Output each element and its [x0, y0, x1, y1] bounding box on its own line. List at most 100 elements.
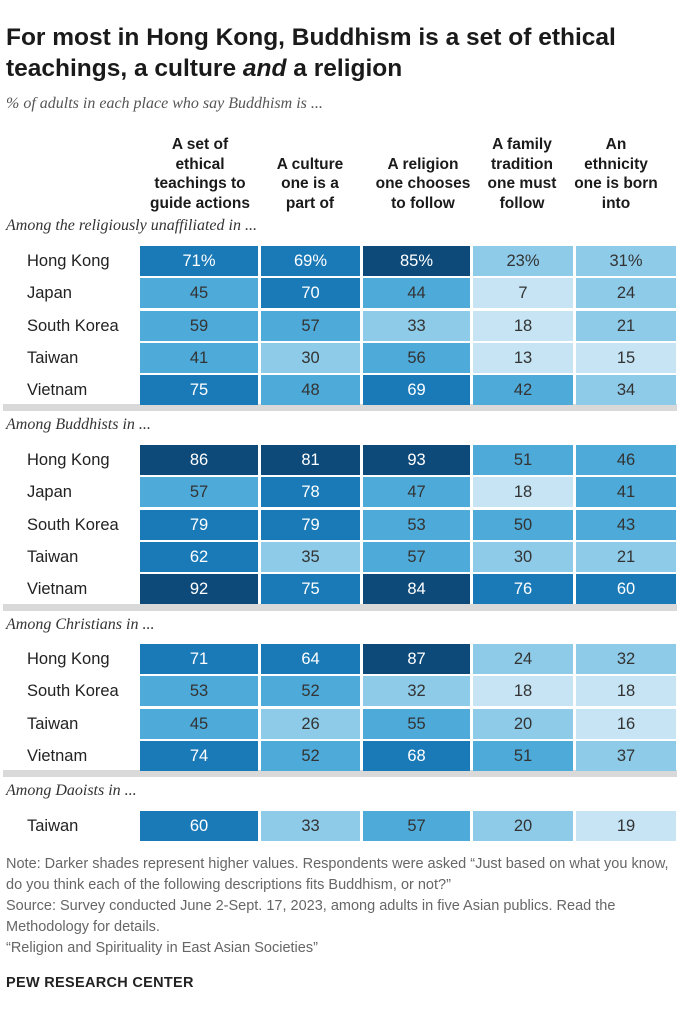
- heatmap-cell: 78: [261, 477, 360, 508]
- row-label: Taiwan: [27, 714, 79, 733]
- chart-title: For most in Hong Kong, Buddhism is a set…: [6, 24, 616, 82]
- row-label: Vietnam: [27, 381, 88, 400]
- row-label: Taiwan: [27, 547, 79, 566]
- heatmap-cell: 71: [140, 644, 258, 674]
- row-label: South Korea: [27, 316, 119, 335]
- heatmap-cell: 23%: [473, 246, 573, 276]
- heatmap-cell: 34: [576, 375, 676, 406]
- heatmap-cell: 57: [363, 541, 470, 572]
- heatmap-cell: 75: [140, 375, 258, 406]
- group-divider: [3, 604, 677, 611]
- chart-subtitle: % of adults in each place who say Buddhi…: [6, 95, 323, 112]
- row-label: Hong Kong: [27, 252, 110, 270]
- heatmap-cell: 20: [473, 708, 573, 739]
- heatmap-cell: 41: [140, 342, 258, 373]
- group-label: Among the religiously unaffiliated in ..…: [6, 217, 257, 234]
- heatmap-cell: 76: [473, 574, 573, 605]
- heatmap-cell: 69: [363, 375, 470, 406]
- heatmap-cell: 68: [363, 740, 470, 771]
- row-label: Hong Kong: [27, 451, 110, 469]
- heatmap-cell: 85%: [363, 246, 470, 276]
- group-label: Among Daoists in ...: [6, 782, 137, 799]
- heatmap-cell: 87: [363, 644, 470, 674]
- heatmap-cell: 26: [261, 708, 360, 739]
- heatmap-cell: 57: [140, 477, 258, 508]
- heatmap-cell: 46: [576, 445, 676, 475]
- column-header: A culture one is a part of: [276, 155, 344, 212]
- heatmap-cell: 16: [576, 708, 676, 739]
- heatmap-cell: 45: [140, 708, 258, 739]
- chart-notes: Note: Darker shades represent higher val…: [6, 854, 674, 959]
- heatmap-cell: 86: [140, 445, 258, 475]
- heatmap-cell: 56: [363, 342, 470, 373]
- heatmap-cell: 81: [261, 445, 360, 475]
- heatmap-cell: 57: [363, 811, 470, 841]
- heatmap-cell: 48: [261, 375, 360, 406]
- row-label: Taiwan: [27, 817, 79, 835]
- row-label: South Korea: [27, 682, 119, 701]
- heatmap-cell: 52: [261, 740, 360, 771]
- column-header: A religion one chooses to follow: [375, 155, 471, 212]
- heatmap-cell: 37: [576, 740, 676, 771]
- heatmap-cell: 79: [140, 509, 258, 540]
- heatmap-cell: 51: [473, 740, 573, 771]
- heatmap-cell: 64: [261, 644, 360, 674]
- heatmap-cell: 60: [140, 811, 258, 841]
- heatmap-cell: 24: [473, 644, 573, 674]
- row-label: Taiwan: [27, 348, 79, 367]
- row-label: Vietnam: [27, 746, 88, 765]
- heatmap-cell: 57: [261, 310, 360, 341]
- row-label: South Korea: [27, 515, 119, 534]
- column-header: A set of ethical teachings to guide acti…: [150, 136, 250, 212]
- heatmap-cell: 69%: [261, 246, 360, 276]
- row-label: Vietnam: [27, 580, 88, 599]
- heatmap-cell: 62: [140, 541, 258, 572]
- heatmap-cell: 59: [140, 310, 258, 341]
- source-text: Source: Survey conducted June 2-Sept. 17…: [6, 898, 616, 935]
- column-header: An ethnicity one is born into: [574, 136, 658, 212]
- heatmap-cell: 70: [261, 278, 360, 309]
- heatmap-cell: 71%: [140, 246, 258, 276]
- heatmap-cell: 75: [261, 574, 360, 605]
- heatmap-cell: 32: [363, 676, 470, 707]
- heatmap-cell: 44: [363, 278, 470, 309]
- heatmap-cell: 18: [473, 310, 573, 341]
- heatmap-cell: 20: [473, 811, 573, 841]
- heatmap-cell: 45: [140, 278, 258, 309]
- heatmap-cell: 43: [576, 509, 676, 540]
- heatmap-cell: 32: [576, 644, 676, 674]
- heatmap-cell: 21: [576, 541, 676, 572]
- heatmap-cell: 53: [363, 509, 470, 540]
- group-label: Among Christians in ...: [6, 616, 155, 633]
- row-label: Hong Kong: [27, 650, 110, 668]
- brand-logo-text: PEW RESEARCH CENTER: [6, 975, 194, 991]
- heatmap-cell: 74: [140, 740, 258, 771]
- heatmap-cell: 30: [473, 541, 573, 572]
- heatmap-cell: 13: [473, 342, 573, 373]
- heatmap-cell: 51: [473, 445, 573, 475]
- heatmap-cell: 84: [363, 574, 470, 605]
- heatmap-cell: 18: [576, 676, 676, 707]
- heatmap-cell: 24: [576, 278, 676, 309]
- column-header: A family tradition one must follow: [487, 136, 557, 212]
- heatmap-cell: 52: [261, 676, 360, 707]
- heatmap-cell: 21: [576, 310, 676, 341]
- row-label: Japan: [27, 284, 72, 303]
- heatmap-cell: 18: [473, 676, 573, 707]
- heatmap-cell: 42: [473, 375, 573, 406]
- heatmap-cell: 18: [473, 477, 573, 508]
- group-label: Among Buddhists in ...: [6, 416, 151, 433]
- heatmap-cell: 79: [261, 509, 360, 540]
- heatmap-cell: 60: [576, 574, 676, 605]
- heatmap-cell: 35: [261, 541, 360, 572]
- heatmap-cell: 30: [261, 342, 360, 373]
- heatmap-cell: 7: [473, 278, 573, 309]
- group-divider: [3, 404, 677, 411]
- note-text: Note: Darker shades represent higher val…: [6, 856, 669, 893]
- heatmap-cell: 33: [261, 811, 360, 841]
- heatmap-cell: 47: [363, 477, 470, 508]
- heatmap-cell: 55: [363, 708, 470, 739]
- heatmap-cell: 33: [363, 310, 470, 341]
- heatmap-cell: 50: [473, 509, 573, 540]
- row-label: Japan: [27, 483, 72, 502]
